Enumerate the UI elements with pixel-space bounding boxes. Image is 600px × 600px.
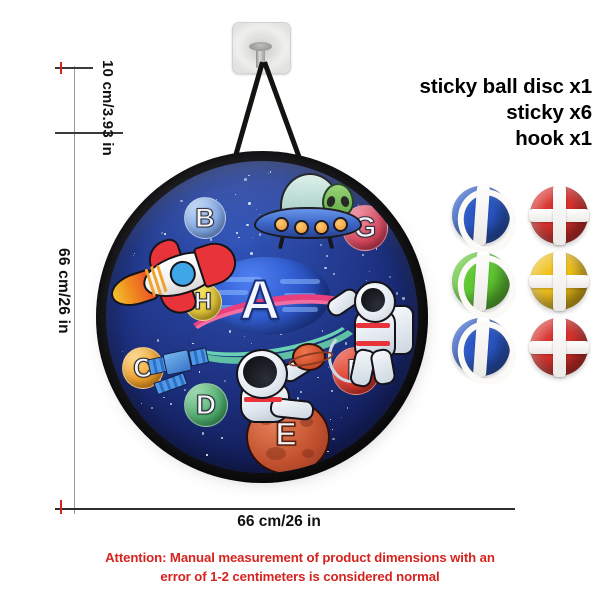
red-marker-top xyxy=(60,62,62,74)
satellite-core xyxy=(162,348,193,376)
target-letter-d[interactable]: D xyxy=(184,383,228,427)
ufo-icon xyxy=(254,173,362,253)
target-letter-a[interactable]: A xyxy=(239,267,281,332)
velcro-strip-vertical xyxy=(552,185,566,245)
target-letter-b[interactable]: B xyxy=(184,197,226,239)
red-ball[interactable] xyxy=(529,185,589,245)
attention-line-1: Attention: Manual measurement of product… xyxy=(105,549,495,565)
disc-height-label: 66 cm/26 in xyxy=(55,248,72,334)
sticky-balls-group xyxy=(450,182,592,392)
sticky-ball-disc[interactable]: A B C D E F G H xyxy=(96,151,428,483)
blue-ball[interactable] xyxy=(450,314,524,392)
green-ball[interactable] xyxy=(450,248,524,326)
red-ball[interactable] xyxy=(529,317,589,377)
target-letter-e[interactable]: E xyxy=(275,415,298,453)
disc-width-label: 66 cm/26 in xyxy=(237,513,321,530)
yellow-ball[interactable] xyxy=(529,251,589,311)
parts-list-line-hook: hook x1 xyxy=(515,127,592,151)
measure-tick-top xyxy=(55,67,93,69)
attention-line-2: error of 1-2 centimeters is considered n… xyxy=(160,568,440,584)
parts-list-line-sticky: sticky x6 xyxy=(506,101,592,125)
measure-line-bottom xyxy=(55,508,515,510)
velcro-strip-vertical xyxy=(552,317,566,377)
disc-face[interactable]: A B C D E F G H xyxy=(106,161,418,473)
attention-note: Attention: Manual measurement of product… xyxy=(0,548,600,586)
red-marker-bottom xyxy=(60,500,62,514)
astronaut-sitting xyxy=(224,349,317,435)
velcro-strip-vertical xyxy=(552,251,566,311)
astronaut-sitting-visor xyxy=(243,356,277,388)
hook-metal-peg xyxy=(249,42,272,68)
vertical-measure-line xyxy=(74,66,75,514)
hanger-height-label: 10 cm/3.93 in xyxy=(99,60,116,156)
parts-list-line-disc: sticky ball disc x1 xyxy=(419,75,593,98)
parts-list: sticky ball disc x1 sticky x6 hook x1 xyxy=(419,74,593,153)
blue-ball[interactable] xyxy=(450,182,524,260)
astronaut-floating xyxy=(322,279,414,389)
astronaut-visor xyxy=(361,288,385,312)
wall-hook xyxy=(232,22,304,162)
small-ringed-planet xyxy=(292,343,326,371)
measure-tick-middle xyxy=(55,132,123,134)
